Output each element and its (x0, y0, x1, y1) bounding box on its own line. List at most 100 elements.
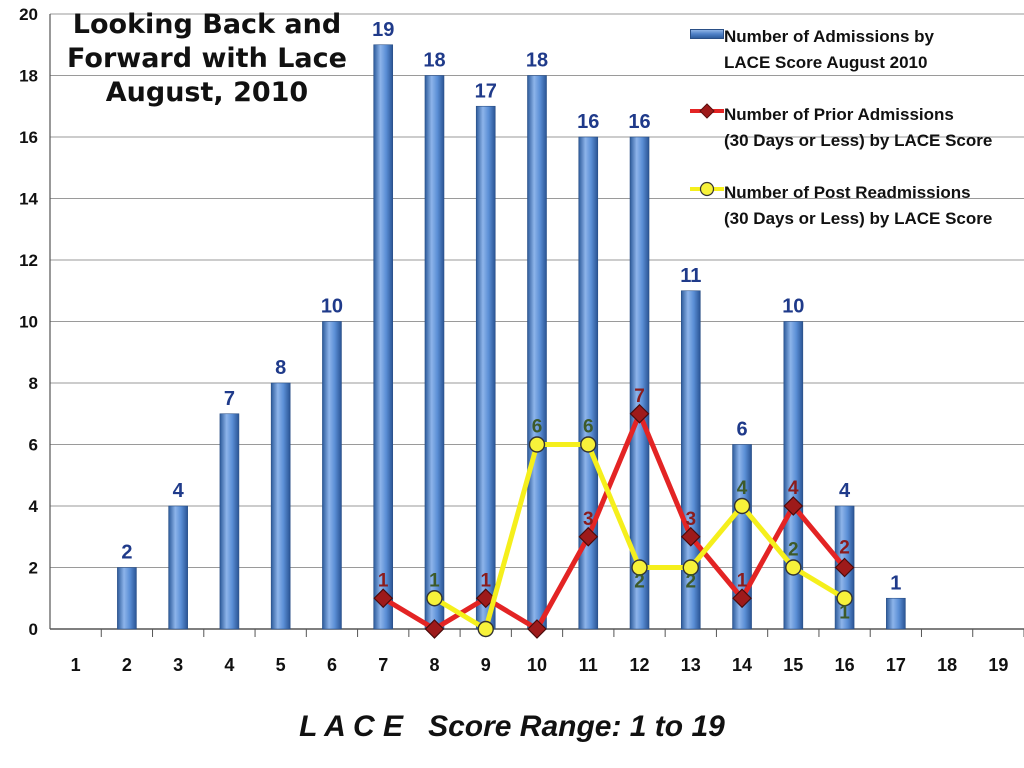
point-value-label: 2 (686, 572, 697, 593)
circle-marker-icon (690, 181, 724, 197)
bar-value-label: 18 (526, 50, 548, 72)
point-value-label: 2 (839, 538, 850, 559)
legend-item-prior-admissions: Number of Prior Admissions (30 Days or L… (690, 102, 1024, 154)
y-tick-label: 2 (29, 559, 38, 578)
y-tick-label: 20 (19, 5, 38, 24)
x-tick-label: 18 (937, 655, 957, 675)
diamond-marker (527, 619, 547, 639)
circle-marker (631, 559, 648, 576)
y-tick-label: 14 (19, 190, 38, 209)
series-line (381, 411, 847, 632)
bar-value-label: 11 (680, 265, 701, 287)
x-tick-label: 13 (681, 655, 701, 675)
x-tick-label: 5 (276, 655, 286, 675)
circle-marker (528, 436, 546, 453)
bar (783, 321, 804, 630)
bar (117, 567, 137, 630)
diamond-marker (475, 588, 496, 609)
x-tick-label: 9 (481, 655, 491, 675)
legend-item-post-readmissions: Number of Post Readmissions (30 Days or … (690, 180, 1024, 232)
bar-value-label: 16 (577, 111, 599, 133)
legend-label-line: Number of Admissions by (724, 27, 935, 46)
diamond-marker (578, 526, 599, 547)
point-value-label: 1 (737, 570, 748, 591)
bar (527, 75, 547, 630)
bar (886, 597, 906, 630)
x-tick-label: 14 (732, 655, 752, 675)
bar-value-label: 17 (475, 80, 497, 102)
point-value-label: 4 (788, 478, 799, 499)
legend-item-admissions: Number of Admissions by LACE Score Augus… (690, 24, 1024, 76)
bar-value-label: 2 (121, 542, 132, 564)
bar-value-label: 6 (736, 419, 747, 441)
x-tick-label: 7 (378, 655, 388, 675)
point-value-label: 3 (583, 509, 594, 530)
point-value-label: 1 (480, 570, 491, 591)
bar (373, 44, 394, 630)
circle-marker (580, 436, 597, 453)
x-tick-label: 12 (630, 655, 650, 675)
x-tick-label: 1 (71, 655, 81, 675)
point-value-label: 6 (532, 417, 543, 438)
circle-marker (785, 559, 802, 576)
y-tick-label: 0 (29, 620, 38, 639)
circle-marker (477, 620, 494, 638)
bar-value-label: 10 (321, 296, 343, 318)
x-tick-label: 16 (835, 655, 855, 675)
legend-label-line: Number of Prior Admissions (724, 105, 954, 124)
y-tick-label: 16 (19, 128, 38, 147)
diamond-marker (629, 403, 650, 424)
chart-title-line: August, 2010 (105, 77, 309, 108)
point-value-label: 7 (634, 386, 645, 407)
bar (322, 321, 342, 630)
diamond-marker (424, 619, 445, 639)
bar (270, 382, 291, 630)
bar-value-label: 4 (173, 480, 185, 502)
diamond-marker (834, 557, 855, 578)
y-tick-label: 4 (29, 497, 39, 516)
point-value-label: 1 (429, 570, 440, 591)
x-tick-label: 8 (429, 655, 439, 675)
y-tick-label: 6 (29, 436, 38, 455)
chart-title: Looking Back and Forward with Lace Augus… (52, 8, 362, 110)
circle-marker (836, 590, 853, 607)
legend-label-line: (30 Days or Less) by LACE Score (724, 209, 993, 228)
y-tick-label: 8 (29, 374, 38, 393)
circle-marker (426, 590, 443, 607)
bar (168, 505, 188, 630)
point-value-label: 2 (788, 540, 799, 561)
bar-value-label: 16 (628, 111, 650, 133)
bar (732, 444, 752, 630)
bar-value-label: 7 (224, 388, 235, 410)
point-value-label: 4 (737, 478, 748, 499)
chart-title-line: Looking Back and (72, 9, 342, 40)
bar-swatch-icon (690, 29, 724, 39)
diamond-marker (783, 496, 804, 516)
bar (629, 136, 650, 630)
x-tick-label: 3 (173, 655, 183, 675)
bar-value-label: 1 (890, 572, 901, 594)
bar-value-label: 19 (372, 19, 394, 41)
x-axis-title: L A C E Score Range: 1 to 19 (299, 710, 725, 743)
admissions-bars (117, 44, 906, 630)
chart-legend: Number of Admissions by LACE Score Augus… (690, 24, 1024, 232)
legend-label-line: (30 Days or Less) by LACE Score (724, 131, 993, 150)
x-tick-label: 4 (224, 655, 234, 675)
circle-marker (682, 559, 699, 576)
x-tick-label: 6 (327, 655, 337, 675)
bar-value-label: 4 (839, 480, 851, 502)
point-value-label: 1 (839, 602, 850, 623)
x-tick-label: 17 (886, 655, 906, 675)
point-value-label: 6 (583, 417, 594, 438)
readmission-lines (373, 403, 855, 639)
chart-title-line: Forward with Lace (67, 43, 347, 74)
point-value-label: 3 (686, 509, 697, 530)
legend-label-line: LACE Score August 2010 (724, 53, 928, 72)
x-tick-label: 15 (783, 655, 803, 675)
bar (475, 105, 496, 630)
x-tick-label: 11 (579, 655, 598, 675)
point-value-label: 2 (634, 572, 645, 593)
